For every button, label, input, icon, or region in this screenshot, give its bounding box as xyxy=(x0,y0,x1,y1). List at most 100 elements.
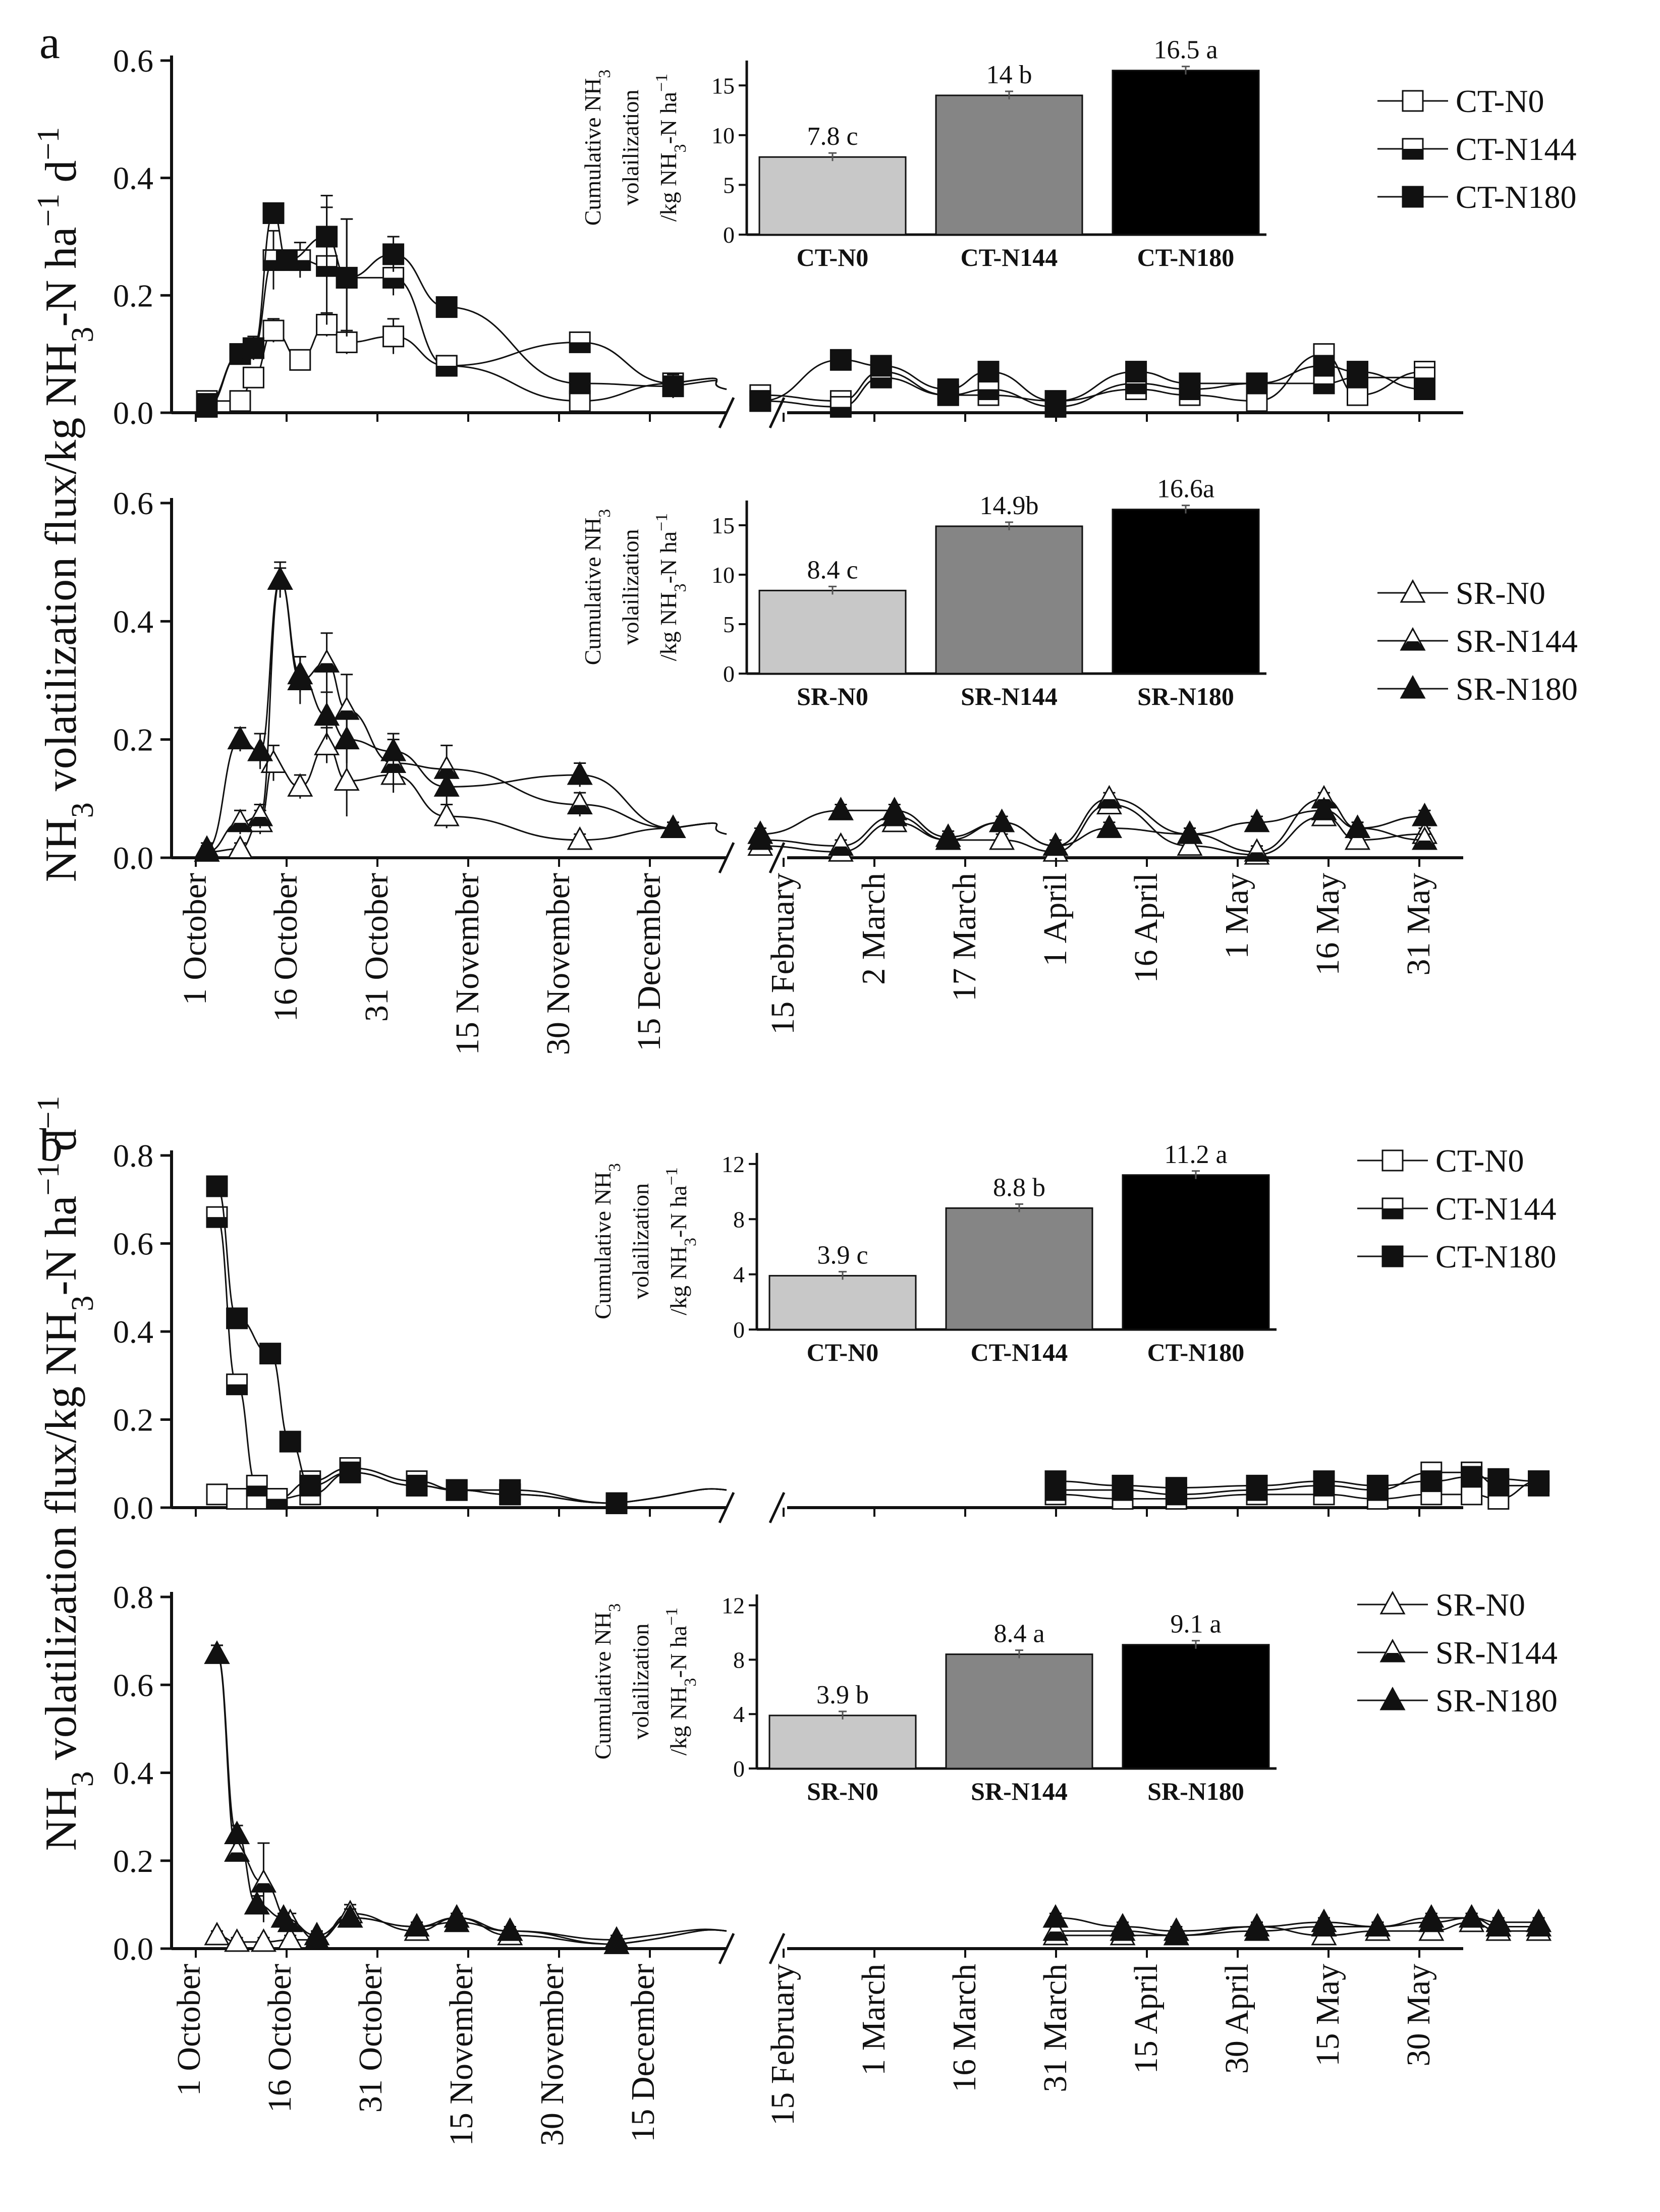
marker-triangle-filled xyxy=(380,737,407,761)
marker-square-filled xyxy=(1313,1470,1335,1492)
inset-y-tick-label: 15 xyxy=(711,73,735,98)
marker-triangle-half-fill xyxy=(1381,1653,1404,1662)
marker-triangle-filled xyxy=(827,797,854,820)
y-tick-label: 0.6 xyxy=(113,485,153,521)
marker-triangle-filled xyxy=(1311,797,1337,820)
marker-triangle-open xyxy=(1400,579,1426,603)
marker-square-half-fill xyxy=(436,365,457,376)
marker-triangle-open xyxy=(227,835,253,859)
x-tick-label: 30 November xyxy=(540,873,577,1055)
marker-triangle-half-fill xyxy=(1044,1931,1067,1941)
bar-SR-N180 xyxy=(1112,509,1260,675)
marker-triangle-filled xyxy=(747,820,773,844)
marker-triangle-filled xyxy=(1411,802,1438,826)
marker-square-open xyxy=(289,349,311,371)
line-plot-b: 0.0 0.2 0.4 0.6 0.8 xyxy=(113,1138,1550,1526)
x-tick-label: 30 May xyxy=(1400,1964,1437,2066)
svg-text:NH3 volatilization flux/kg NH3: NH3 volatilization flux/kg NH3-N ha−1 d−… xyxy=(31,127,100,882)
legend-label: CT-N180 xyxy=(1435,1239,1556,1275)
legend-label: CT-N0 xyxy=(1435,1143,1524,1179)
marker-square-filled xyxy=(1313,355,1335,377)
marker-square-filled xyxy=(1366,1474,1389,1497)
marker-triangle-filled xyxy=(227,726,253,750)
marker-triangle-filled xyxy=(1110,1913,1136,1937)
bar-SR-N0 xyxy=(758,589,907,675)
marker-square-filled xyxy=(1487,1468,1510,1490)
bar-SR-N180 xyxy=(1122,1644,1270,1769)
marker-square-filled xyxy=(435,296,458,318)
series-line xyxy=(216,1653,617,1945)
inset-y-tick-label: 12 xyxy=(722,1151,745,1177)
x-tick-label: 15 May xyxy=(1309,1964,1346,2066)
marker-triangle-open xyxy=(334,767,360,791)
x-tick-label: 15 November xyxy=(449,873,486,1055)
marker-square-filled xyxy=(275,249,298,271)
marker-square-half-fill xyxy=(570,342,590,353)
inset-bar-chart-b-lower: 0 4 8 12 3.9 b SR-N0 8.4 a SR-N144 9.1 a SR-N180 C… xyxy=(590,1593,1277,1805)
series-CT-N180 xyxy=(196,195,1435,415)
x-tick-label: 15 February xyxy=(764,873,801,1035)
marker-triangle-filled xyxy=(1042,832,1069,856)
marker-triangle-filled xyxy=(334,726,360,750)
marker-square-filled xyxy=(1165,1477,1187,1499)
bar-CT-N0 xyxy=(758,156,907,236)
bar-value-label: 14 b xyxy=(986,61,1032,89)
panel-letter-b: b xyxy=(39,1119,63,1171)
bar-category-label: SR-N144 xyxy=(961,682,1058,710)
marker-triangle-open xyxy=(314,732,340,755)
series-line-tail xyxy=(673,822,727,835)
legend-label: SR-N180 xyxy=(1456,671,1578,707)
x-tick-label: 1 October xyxy=(177,873,213,1005)
marker-triangle-half-fill xyxy=(568,805,592,814)
bar-value-label: 7.8 c xyxy=(807,122,858,151)
marker-square-filled xyxy=(1125,361,1147,383)
marker-square-half-fill xyxy=(383,278,404,288)
legend-a-lower: SR-N0 SR-N144 SR-N180 xyxy=(1377,575,1578,707)
inset-y-label-line2: volailization xyxy=(618,90,643,206)
inset-y-label-line3: /kg NH3-N ha−1 xyxy=(652,513,690,661)
marker-square-filled xyxy=(1179,372,1201,395)
marker-triangle-filled xyxy=(881,797,908,820)
series-SR-N0 xyxy=(194,727,1438,865)
marker-square-open xyxy=(1381,1149,1404,1172)
axis-break-mark xyxy=(718,842,735,874)
inset-y-label-line3: /kg NH3-N ha−1 xyxy=(652,74,690,222)
marker-triangle-filled xyxy=(1096,814,1122,838)
x-tick-label: 31 March xyxy=(1037,1964,1074,2092)
series-line xyxy=(216,1653,617,1941)
marker-triangle-filled xyxy=(314,702,340,726)
marker-square-filled xyxy=(1347,361,1368,383)
y-tick-label: 0.4 xyxy=(113,160,153,196)
inset-y-tick-label: 8 xyxy=(733,1206,745,1232)
legend-entry: CT-N180 xyxy=(1357,1239,1556,1275)
series-CT-N0 xyxy=(196,312,1435,412)
bar-value-label: 14.9b xyxy=(980,491,1039,520)
axis-break-mark xyxy=(718,397,735,429)
marker-square-open xyxy=(1461,1483,1483,1506)
marker-square-open xyxy=(226,1488,248,1510)
bar-value-label: 8.4 a xyxy=(993,1620,1044,1648)
marker-triangle-filled xyxy=(1485,1908,1512,1932)
svg-text:NH3 volatilization flux/kg NH3: NH3 volatilization flux/kg NH3-N ha−1 d−… xyxy=(31,1096,100,1851)
legend-label: SR-N0 xyxy=(1456,575,1545,611)
line-plot-a-lower: 0.0 0.2 0.4 0.6 xyxy=(113,485,1463,876)
y-tick-label: 0.0 xyxy=(113,1931,153,1967)
legend-entry: CT-N0 xyxy=(1377,83,1544,119)
marker-square-filled xyxy=(1461,1466,1483,1488)
marker-square-filled xyxy=(1381,1245,1404,1267)
marker-square-filled xyxy=(262,202,285,224)
marker-square-half-fill xyxy=(831,407,851,417)
marker-square-filled xyxy=(1420,1470,1443,1492)
marker-square-half-fill xyxy=(1045,1490,1066,1501)
bar-category-label: SR-N144 xyxy=(971,1777,1068,1805)
marker-square-filled xyxy=(937,378,959,400)
bar-category-label: CT-N180 xyxy=(1137,243,1235,271)
y-tick-label: 0.4 xyxy=(113,1755,153,1791)
marker-square-filled xyxy=(259,1343,282,1365)
marker-triangle-filled xyxy=(270,1904,297,1928)
x-tick-label: 16 October xyxy=(267,873,304,1022)
marker-square-half-fill xyxy=(1382,1208,1403,1219)
marker-square-filled xyxy=(316,226,338,248)
marker-triangle-filled xyxy=(1177,820,1203,844)
